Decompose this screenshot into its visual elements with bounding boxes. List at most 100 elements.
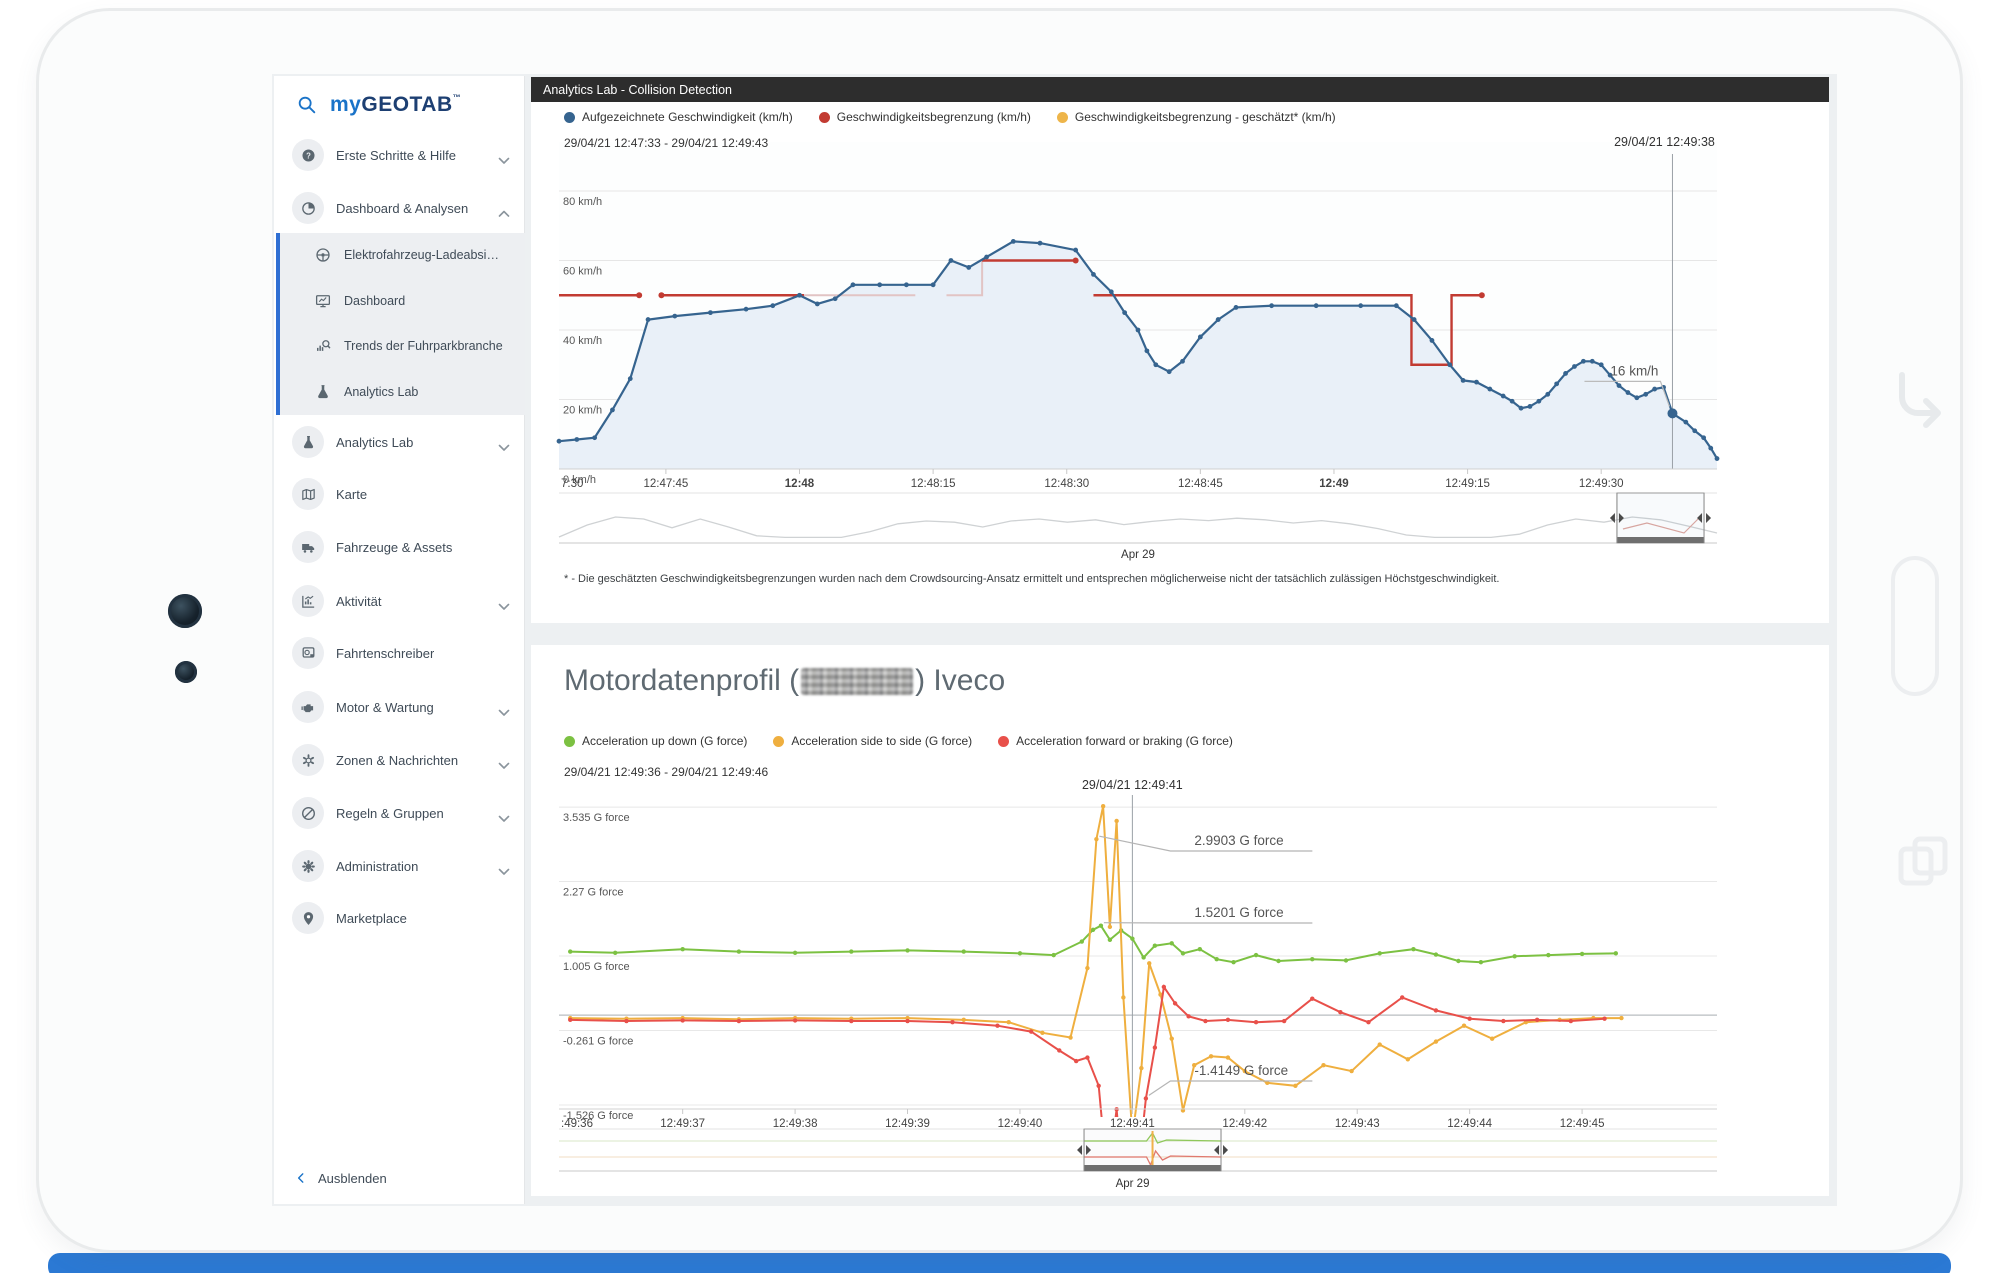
gear-icon	[292, 850, 324, 882]
sidebar-subitem-dashboard[interactable]: Dashboard	[276, 284, 525, 318]
flask-icon	[314, 383, 332, 401]
y-axis-label: 2.27 G force	[563, 887, 624, 899]
sidebar-item-fahrzeuge-assets[interactable]: Fahrzeuge & Assets	[274, 529, 525, 565]
legend-item[interactable]: Aufgezeichnete Geschwindigkeit (km/h)	[564, 110, 793, 124]
sidebar-item-motor-wartung[interactable]: Motor & Wartung	[274, 689, 525, 725]
mygeotab-logo: myGEOTAB™	[330, 93, 461, 117]
engine-chart[interactable]: 3.535 G force2.27 G force1.005 G force-0…	[531, 645, 1829, 1200]
monitor-icon	[314, 292, 332, 310]
sidebar-item-analytics-lab[interactable]: Analytics Lab	[274, 424, 525, 460]
sidebar-item-label: Erste Schritte & Hilfe	[336, 148, 456, 163]
speed-chart[interactable]: 0 km/h20 km/h40 km/h60 km/h80 km/h29/04/…	[531, 102, 1829, 623]
sidebar-item-label: Aktivität	[336, 594, 382, 609]
tablet-screen: myGEOTAB™ ? Erste Schritte & Hilfe Dashboa…	[272, 74, 1837, 1206]
sidebar-item-zonen-nachrichten[interactable]: Zonen & Nachrichten	[274, 742, 525, 778]
sidebar-item-label: Regeln & Gruppen	[336, 806, 444, 821]
x-axis-label: 12:49:41	[1110, 1118, 1155, 1130]
legend-dot-icon	[564, 736, 575, 747]
sidebar-collapse-button[interactable]: Ausblenden	[294, 1164, 387, 1192]
chevron-left-icon	[294, 1171, 308, 1185]
sidebar-subitem-label: Analytics Lab	[344, 385, 418, 399]
navigator-handle[interactable]	[1223, 1145, 1228, 1155]
navigator-profile	[559, 517, 1717, 537]
search-icon[interactable]	[296, 94, 318, 116]
gforce-annotation: -1.4149 G force	[1194, 1063, 1288, 1078]
x-axis-label: 12:49	[1319, 478, 1348, 490]
x-axis-label: 12:49:42	[1222, 1118, 1267, 1130]
legend-label: Acceleration side to side (G force)	[791, 734, 972, 748]
speed-chart-legend: Aufgezeichnete Geschwindigkeit (km/h) Ges…	[564, 110, 1336, 124]
legend-label: Geschwindigkeitsbegrenzung (km/h)	[837, 110, 1031, 124]
tablet-stand-accent	[48, 1253, 1951, 1273]
speed-tooltip: 16 km/h	[1610, 363, 1658, 378]
sidebar-item-label: Marketplace	[336, 911, 407, 926]
tacho-icon	[292, 637, 324, 669]
rules-icon	[292, 797, 324, 829]
chevron-down-icon	[498, 704, 509, 711]
sidebar-item-label: Dashboard & Analysen	[336, 201, 468, 216]
truck-icon	[292, 531, 324, 563]
redacted-license-plate	[801, 668, 913, 695]
sidebar-item-regeln-gruppen[interactable]: Regeln & Gruppen	[274, 795, 525, 831]
engine-icon	[292, 691, 324, 723]
x-axis-label: 12:48	[785, 478, 815, 490]
chevron-down-icon	[498, 439, 509, 446]
sidebar-item-erste-schritte-hilfe[interactable]: ? Erste Schritte & Hilfe	[274, 137, 525, 173]
x-axis-label: 12:49:45	[1560, 1118, 1605, 1130]
report-title: Analytics Lab - Collision Detection	[543, 83, 732, 97]
navigator-scrollbar[interactable]	[1617, 537, 1704, 543]
app-header: myGEOTAB™	[274, 88, 524, 122]
navigator-scrollbar[interactable]	[1084, 1165, 1221, 1171]
sidebar-subitem-analytics-lab[interactable]: Analytics Lab	[276, 375, 525, 409]
navigator-selection[interactable]	[1617, 493, 1704, 543]
sidebar-item-fahrtenschreiber[interactable]: Fahrtenschreiber	[274, 635, 525, 671]
question-icon: ?	[292, 139, 324, 171]
page: myGEOTAB™ ? Erste Schritte & Hilfe Dashboa…	[0, 0, 1999, 1273]
x-axis-label: 12:49:44	[1447, 1118, 1492, 1130]
return-arrow-icon	[1884, 369, 1956, 431]
legend-item[interactable]: Geschwindigkeitsbegrenzung (km/h)	[819, 110, 1031, 124]
chevron-down-icon	[498, 810, 509, 817]
engine-chart-legend: Acceleration up down (G force) Accelerati…	[564, 734, 1233, 748]
navigator-date-label: Apr 29	[1121, 549, 1155, 561]
sidebar-item-label: Analytics Lab	[336, 435, 413, 450]
pin-icon	[292, 902, 324, 934]
legend-dot-icon	[998, 736, 1009, 747]
sidebar-subitem-trends-der-fuhrparkbranche[interactable]: Trends der Fuhrparkbranche	[276, 329, 525, 363]
x-axis-label: 12:48:45	[1178, 478, 1223, 490]
legend-label: Geschwindigkeitsbegrenzung - geschätzt* …	[1075, 110, 1336, 124]
y-axis-label: -0.261 G force	[563, 1036, 633, 1048]
sidebar-item-karte[interactable]: Karte	[274, 476, 525, 512]
sidebar-item-dashboard-analysen[interactable]: Dashboard & Analysen	[274, 190, 525, 226]
legend-dot-icon	[773, 736, 784, 747]
map-icon	[292, 478, 324, 510]
navigator-handle[interactable]	[1077, 1145, 1082, 1155]
legend-item[interactable]: Geschwindigkeitsbegrenzung - geschätzt* …	[1057, 110, 1336, 124]
legend-dot-icon	[1057, 112, 1068, 123]
copy-pages-icon	[1893, 833, 1953, 893]
sidebar-item-label: Fahrtenschreiber	[336, 646, 434, 661]
legend-item[interactable]: Acceleration forward or braking (G force…	[998, 734, 1233, 748]
chevron-down-icon	[498, 152, 509, 159]
engine-profile-title: Motordatenprofil () Iveco	[564, 664, 1005, 698]
legend-item[interactable]: Acceleration up down (G force)	[564, 734, 747, 748]
navigator-date-label: Apr 29	[1116, 1178, 1150, 1190]
sidebar-subitem-elektrofahrzeug-ladeabsich[interactable]: Elektrofahrzeug-Ladeabsich...	[276, 238, 525, 272]
sidebar-submenu: Elektrofahrzeug-Ladeabsich... Dashboard Tr…	[276, 233, 525, 415]
x-axis-label: 12:49:43	[1335, 1118, 1380, 1130]
sidebar-item-marketplace[interactable]: Marketplace	[274, 900, 525, 936]
legend-dot-icon	[564, 112, 575, 123]
x-axis-label: 12:48:30	[1044, 478, 1089, 490]
sidebar-item-administration[interactable]: Administration	[274, 848, 525, 884]
chevron-down-icon	[498, 757, 509, 764]
chevron-up-icon	[498, 205, 509, 212]
sidebar-item-aktivit-t[interactable]: Aktivität	[274, 583, 525, 619]
legend-item[interactable]: Acceleration side to side (G force)	[773, 734, 972, 748]
legend-label: Acceleration forward or braking (G force…	[1016, 734, 1233, 748]
y-axis-label: 60 km/h	[563, 266, 602, 278]
activity-icon	[292, 585, 324, 617]
sidebar-subitem-label: Trends der Fuhrparkbranche	[344, 339, 503, 353]
camera-lens-icon	[168, 594, 202, 628]
navigator-handle[interactable]	[1706, 513, 1711, 523]
flask-icon	[292, 426, 324, 458]
